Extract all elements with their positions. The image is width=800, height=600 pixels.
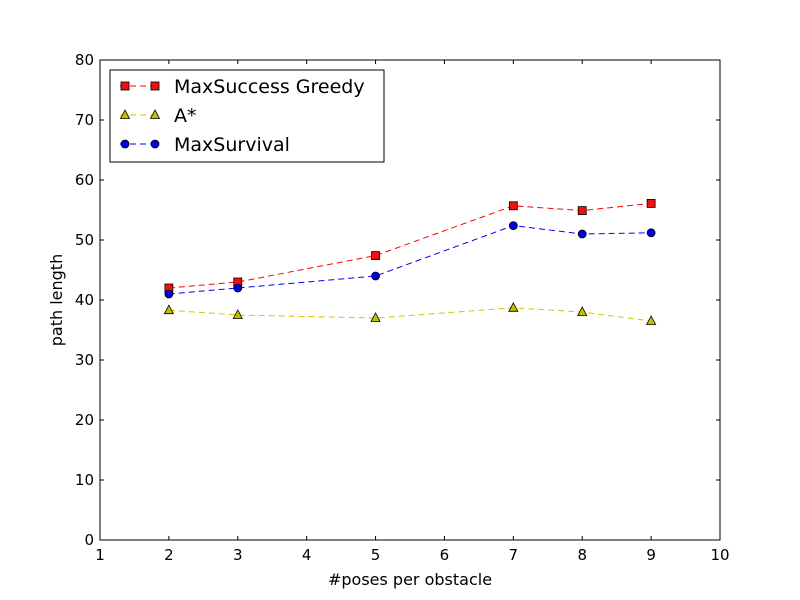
legend: MaxSuccess Greedy A* MaxSurvival [109, 69, 385, 163]
legend-label-maxsurvival: MaxSurvival [174, 134, 290, 156]
legend-marker-a [119, 109, 131, 119]
x-tick-label: 6 [440, 546, 450, 564]
legend-marker-maxsuccess-greedy [120, 81, 130, 91]
x-tick-label: 3 [233, 546, 243, 564]
x-axis-label: #poses per obstacle [328, 570, 492, 589]
series-markers [163, 198, 657, 325]
legend-marker-maxsurvival [120, 139, 130, 149]
data-point-maxsuccess-greedy [508, 201, 518, 211]
data-point-maxsuccess-greedy [646, 198, 656, 208]
x-tick-label: 1 [95, 546, 105, 564]
legend-label-a: A* [174, 105, 197, 127]
data-point-a [370, 312, 381, 322]
y-tick-label: 30 [75, 351, 94, 369]
data-point-a [577, 306, 588, 316]
y-tick-label: 50 [75, 231, 94, 249]
data-point-a [645, 315, 657, 325]
y-axis-label: path length [47, 254, 66, 346]
y-tick-label: 70 [75, 111, 94, 129]
x-tick-label: 10 [710, 546, 729, 564]
data-point-a [163, 304, 175, 315]
data-point-maxsurvival [646, 228, 656, 238]
x-tick-label: 9 [646, 546, 656, 564]
series-line-maxsurvival [168, 225, 652, 295]
x-tick-label: 8 [577, 546, 587, 564]
y-tick-label: 10 [75, 471, 94, 489]
series-line-a [168, 307, 652, 322]
plot-frame [99, 59, 721, 541]
data-point-maxsurvival [233, 283, 243, 293]
x-tick-label: 4 [302, 546, 312, 564]
x-tick-label: 5 [371, 546, 381, 564]
data-point-a [508, 301, 519, 312]
y-tick-label: 80 [75, 51, 94, 69]
x-tick-label: 2 [164, 546, 174, 564]
y-tick-label: 0 [84, 531, 94, 549]
series-line-maxsuccess-greedy [168, 202, 652, 289]
legend-label-maxsuccess-greedy: MaxSuccess Greedy [174, 76, 365, 98]
data-point-maxsurvival [577, 229, 587, 239]
data-point-maxsuccess-greedy [371, 251, 380, 261]
y-tick-label: 20 [75, 411, 94, 429]
data-point-maxsuccess-greedy [577, 206, 587, 216]
series-lines [168, 202, 652, 322]
data-point-a [232, 309, 243, 319]
data-point-maxsurvival [164, 289, 174, 299]
axis-ticks: 1 2 3 4 5 6 7 8 9 10 0 10 20 30 40 50 60 70 80 [75, 51, 730, 564]
y-tick-label: 60 [75, 171, 94, 189]
legend-marker-maxsurvival [150, 139, 160, 149]
legend-marker-a [149, 109, 161, 119]
data-point-maxsurvival [508, 221, 518, 231]
y-tick-label: 40 [75, 291, 94, 309]
data-point-maxsurvival [371, 271, 380, 281]
legend-marker-maxsuccess-greedy [150, 81, 160, 91]
x-tick-label: 7 [509, 546, 519, 564]
